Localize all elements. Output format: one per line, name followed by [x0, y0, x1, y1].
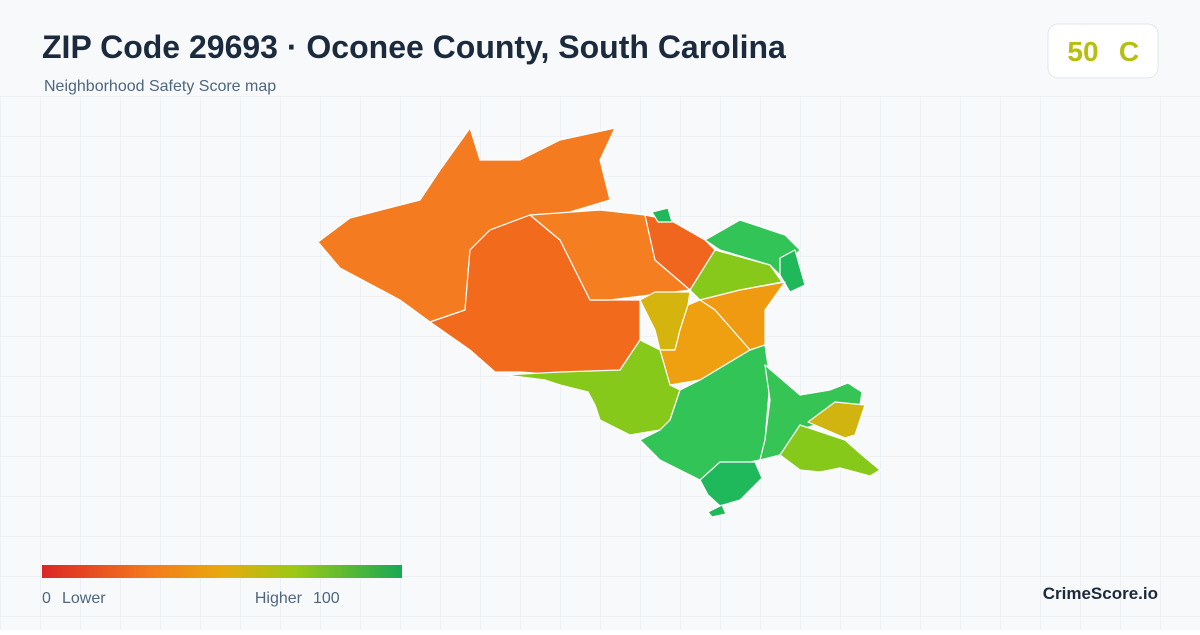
brand: CrimeScore.io	[1043, 584, 1158, 603]
map	[317, 127, 881, 518]
score-box	[1047, 23, 1159, 79]
region	[699, 461, 763, 507]
region	[807, 401, 866, 439]
legend-min: 0	[42, 590, 51, 607]
legend-min-label: Lower	[62, 590, 106, 607]
region	[659, 299, 751, 386]
region	[779, 424, 881, 477]
score-value: 50	[1067, 36, 1098, 67]
legend-max-label: Higher	[255, 590, 303, 607]
score-grade: C	[1119, 36, 1139, 67]
legend-bar	[42, 565, 402, 578]
region	[651, 207, 673, 223]
legend-max: 100	[313, 590, 340, 607]
region	[779, 249, 806, 293]
title: ZIP Code 29693 · Oconee County, South Ca…	[42, 29, 786, 65]
region	[707, 504, 727, 518]
subtitle: Neighborhood Safety Score map	[44, 78, 276, 95]
